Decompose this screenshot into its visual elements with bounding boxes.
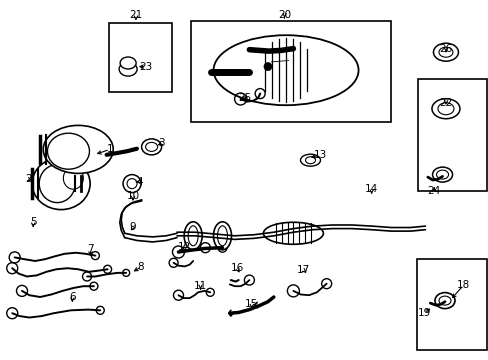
Text: 26: 26 [438,44,452,54]
Text: 7: 7 [87,244,94,255]
Text: 9: 9 [129,222,136,232]
Ellipse shape [43,125,113,174]
Text: 18: 18 [456,280,469,290]
Text: 6: 6 [69,292,76,302]
Ellipse shape [184,222,202,250]
Text: 16: 16 [230,263,244,273]
Ellipse shape [263,222,323,244]
Text: 21: 21 [129,10,142,20]
Text: 3: 3 [158,138,164,148]
Text: 25: 25 [237,93,251,103]
Bar [108,23,172,92]
Text: 8: 8 [137,262,144,272]
Ellipse shape [213,222,231,250]
Ellipse shape [119,62,137,76]
Text: 12: 12 [178,242,191,252]
Text: 23: 23 [139,62,152,72]
Text: 24: 24 [427,186,440,196]
Ellipse shape [431,99,459,119]
Ellipse shape [32,158,90,210]
Bar [416,259,486,350]
Text: 22: 22 [438,98,452,108]
Text: 10: 10 [126,191,139,201]
Ellipse shape [123,175,141,193]
Ellipse shape [432,43,458,61]
Ellipse shape [127,179,137,189]
Text: 20: 20 [278,10,290,20]
Ellipse shape [63,167,83,189]
Text: 2: 2 [25,174,32,184]
Text: 13: 13 [313,150,326,160]
Ellipse shape [432,167,451,182]
Circle shape [264,63,271,71]
Ellipse shape [213,35,358,105]
Ellipse shape [39,165,75,203]
Text: 1: 1 [106,144,113,154]
Ellipse shape [300,154,320,166]
Ellipse shape [145,142,157,151]
Text: 15: 15 [244,299,258,309]
Bar [190,21,390,122]
Text: 11: 11 [193,281,207,291]
Ellipse shape [47,133,89,169]
Text: 5: 5 [30,217,37,228]
Text: 19: 19 [417,308,430,318]
Text: 4: 4 [136,177,142,187]
Text: 17: 17 [296,265,309,275]
Ellipse shape [142,139,161,155]
Bar [417,79,486,191]
Text: 14: 14 [364,184,378,194]
Ellipse shape [120,57,136,69]
Ellipse shape [434,293,454,309]
